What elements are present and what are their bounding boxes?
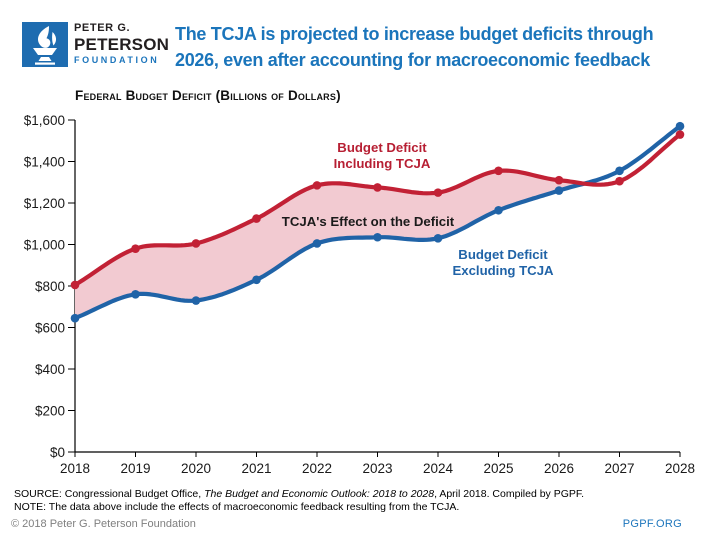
x-tick-label: 2028: [665, 461, 695, 476]
y-tick-label: $1,200: [24, 196, 65, 211]
point-including-tcja-2024: [433, 188, 443, 197]
note-line: NOTE: The data above include the effects…: [14, 501, 460, 513]
pgpf-org-link[interactable]: PGPF.ORG: [622, 518, 682, 530]
point-excluding-tcja-2021: [252, 275, 261, 285]
page-title: The TCJA is projected to increase budget…: [175, 21, 720, 73]
label-including-tcja: Budget Deficit: [337, 140, 427, 155]
point-excluding-tcja-2023: [373, 232, 382, 242]
point-including-tcja-2023: [373, 183, 382, 192]
x-tick-label: 2026: [544, 461, 574, 476]
y-tick-label: $600: [35, 321, 65, 336]
point-including-tcja-2028: [675, 130, 685, 139]
point-excluding-tcja-2019: [131, 290, 140, 299]
x-tick-label: 2022: [302, 461, 332, 476]
source-publication: The Budget and Economic Outlook: 2018 to…: [204, 488, 435, 500]
x-tick-label: 2025: [483, 461, 513, 476]
y-tick-label: $800: [35, 279, 65, 294]
point-excluding-tcja-2025: [494, 205, 503, 215]
y-tick-label: $1,400: [24, 155, 65, 170]
point-excluding-tcja-2022: [312, 239, 322, 248]
y-tick-label: $400: [35, 362, 65, 377]
point-excluding-tcja-2028: [675, 121, 685, 131]
point-excluding-tcja-2020: [191, 296, 201, 305]
point-including-tcja-2026: [554, 175, 564, 185]
logo-line-foundation: FOUNDATION: [74, 55, 160, 65]
y-tick-label: $0: [50, 445, 65, 460]
page-title-line-1: The TCJA is projected to increase budget…: [175, 24, 654, 44]
point-excluding-tcja-2027: [615, 166, 624, 176]
x-tick-label: 2020: [181, 461, 211, 476]
logo-line-peter-g: PETER G.: [74, 22, 131, 34]
label-including-tcja: Including TCJA: [334, 156, 431, 171]
point-excluding-tcja-2018: [70, 313, 80, 323]
x-tick-label: 2023: [362, 461, 392, 476]
point-including-tcja-2025: [494, 166, 503, 176]
y-tick-label: $200: [35, 404, 65, 419]
label-excluding-tcja: Budget Deficit: [458, 247, 548, 262]
point-excluding-tcja-2024: [433, 233, 443, 243]
page-title-line-2: 2026, even after accounting for macroeco…: [175, 50, 650, 70]
label-excluding-tcja: Excluding TCJA: [452, 263, 554, 278]
point-excluding-tcja-2026: [554, 186, 564, 195]
source-prefix: SOURCE: Congressional Budget Office,: [14, 488, 205, 500]
point-including-tcja-2021: [252, 214, 261, 223]
copyright-text: © 2018 Peter G. Peterson Foundation: [11, 518, 196, 530]
x-tick-label: 2021: [241, 461, 271, 476]
x-tick-label: 2018: [60, 461, 90, 476]
torch-icon: [33, 26, 57, 65]
x-tick-label: 2024: [423, 461, 454, 476]
tcja-effect-fill-area: [75, 170, 585, 319]
point-including-tcja-2019: [131, 244, 140, 253]
chart-title: Federal Budget Deficit (Billions of Doll…: [75, 88, 341, 103]
source-line: SOURCE: Congressional Budget Office, The…: [14, 488, 584, 501]
point-including-tcja-2018: [70, 280, 80, 290]
point-including-tcja-2020: [191, 239, 201, 248]
logo-line-peterson: PETERSON: [74, 35, 170, 54]
pgpf-logo: [22, 22, 68, 67]
source-suffix: , April 2018. Compiled by PGPF.: [434, 488, 585, 500]
y-tick-label: $1,600: [24, 113, 65, 128]
x-tick-label: 2019: [120, 461, 150, 476]
x-tick-label: 2027: [604, 461, 634, 476]
point-including-tcja-2022: [312, 181, 322, 190]
y-tick-label: $1,000: [24, 238, 65, 253]
label-effect-on-deficit: TCJA's Effect on the Deficit: [282, 214, 455, 229]
point-including-tcja-2027: [615, 176, 624, 186]
pgpf-logo-text: PETER G. PETERSON FOUNDATION: [74, 23, 169, 65]
source-note-block: SOURCE: Congressional Budget Office, The…: [14, 488, 584, 514]
